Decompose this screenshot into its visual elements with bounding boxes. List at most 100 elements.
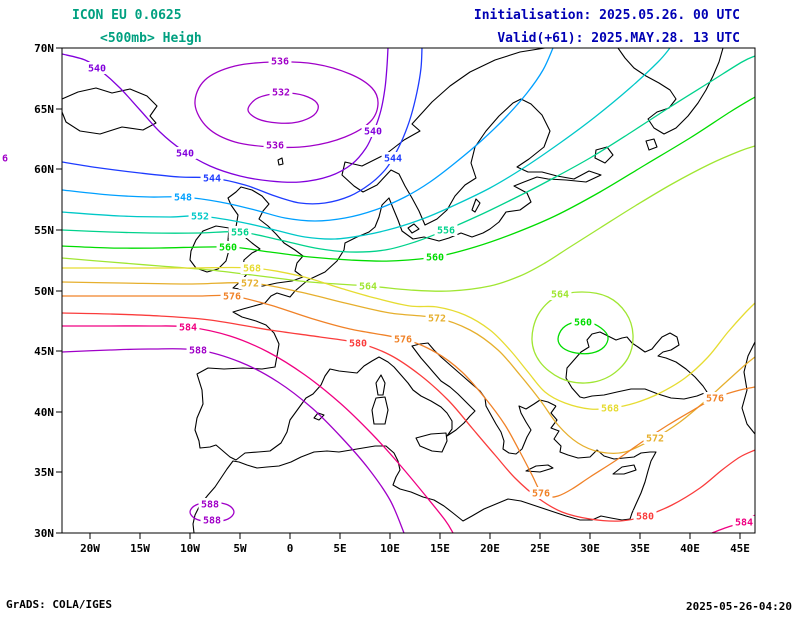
contour-560 [62,96,755,262]
contour-label-mask [633,510,657,522]
contour-552 [62,48,671,240]
coastline-turkey-levant-africa [192,405,657,533]
contour-560 [557,320,609,355]
y-tick-label: 55N [34,224,54,237]
contour-label-556: 556 [437,226,455,237]
contour-label-mask [173,147,197,159]
y-tick-label: 30N [34,527,54,540]
contour-label-mask [356,280,380,292]
x-tick-label: 10W [180,542,200,555]
contour-label-mask [186,344,210,356]
field-title: <500mb> Heigh [100,31,202,46]
contour-label-576: 576 [223,292,241,303]
init-time: Initialisation: 2025.05.26. 00 UTC [474,8,740,23]
coastline-lake-ladoga [594,146,614,164]
coastline-continental-europe [194,48,602,461]
contour-label-mask [228,226,252,238]
coastline-sardinia [371,396,389,425]
contour-label-556: 556 [231,228,249,239]
contour-label-mask [198,498,222,510]
contour-532 [247,92,319,124]
contour-label-584: 584 [179,323,197,334]
contour-label-536: 536 [271,57,289,68]
x-tick-label: 15E [430,542,450,555]
y-tick-label: 35N [34,466,54,479]
contour-label-544: 544 [203,174,221,185]
contour-label-mask [548,288,572,300]
y-tick-label: 70N [34,42,54,55]
contour-label-560: 560 [219,243,237,254]
coastline-mallorca [313,412,325,421]
contour-label-568: 568 [601,404,619,415]
x-tick-label: 5E [333,542,346,555]
coastline-shetland [277,157,284,166]
contour-labels-group: 532 536 536 540 540 540 544 544 548 552 556 556 560 5… [2,55,756,529]
contour-544 [62,48,423,205]
x-tick-label: 40E [680,542,700,555]
contour-label-580: 580 [349,339,367,350]
contour-label-588: 588 [203,516,221,527]
contour-label-mask [238,277,262,289]
contour-label-mask [200,172,224,184]
contour-label-572: 572 [241,279,259,290]
contour-label-mask [346,337,370,349]
contour-label-580: 580 [636,512,654,523]
contour-label-mask [216,241,240,253]
contour-label-564: 564 [359,282,377,293]
coastline-sicily [415,432,448,453]
coastline-corsica [375,374,386,396]
contour-label-mask [361,125,385,137]
contour-label-572: 572 [428,314,446,325]
contour-572 [62,281,755,455]
contour-564 [531,291,634,384]
contour-label-mask [176,321,200,333]
contour-label-mask [571,316,595,328]
contour-label-560: 560 [426,253,444,264]
grads-credit: GrADS: COLA/IGES [6,598,112,611]
contour-label-552: 552 [191,212,209,223]
contour-label-mask [434,224,458,236]
contour-label-mask [529,487,553,499]
contour-label-568: 568 [243,264,261,275]
coastline-white-sea-kola [617,48,724,135]
contour-568 [62,266,755,410]
contour-label-mask [269,86,293,98]
contour-label-mask [381,152,405,164]
x-tick-label: 0 [287,542,294,555]
coastline-lake-onega [645,138,658,151]
coastline-gotland [471,198,481,213]
x-tick-label: 35E [630,542,650,555]
contour-label-mask [425,312,449,324]
contour-label-576: 576 [532,489,550,500]
contour-label-mask [220,290,244,302]
x-tick-label: 5W [233,542,247,555]
contour-label-544: 544 [384,154,402,165]
model-title: ICON EU 0.0625 [72,8,182,23]
contour-label-540: 540 [176,149,194,160]
contour-label-mask [268,55,292,67]
x-tick-label: 30E [580,542,600,555]
contour-label-mask [643,432,667,444]
x-tick-label: 15W [130,542,150,555]
coastline-black-sea [565,331,708,400]
contour-label-mask [703,392,727,404]
y-tick-label: 60N [34,163,54,176]
contour-label-572: 572 [646,434,664,445]
contour-580 [62,312,755,522]
map-frame [61,47,756,534]
contour-label-584: 584 [735,518,753,529]
contour-label-540: 540 [88,64,106,75]
contour-label-588: 588 [201,500,219,511]
coastline-crete [525,464,554,473]
contour-536 [194,61,379,149]
contour-label-mask [598,402,622,414]
contour-label-mask [423,251,447,263]
coastline-cyprus [612,464,637,475]
contour-label-564: 564 [551,290,569,301]
contour-label-mask [263,139,287,151]
contour-label-mask [200,514,224,526]
coastline-zealand [407,223,420,234]
contour-564 [62,145,755,292]
